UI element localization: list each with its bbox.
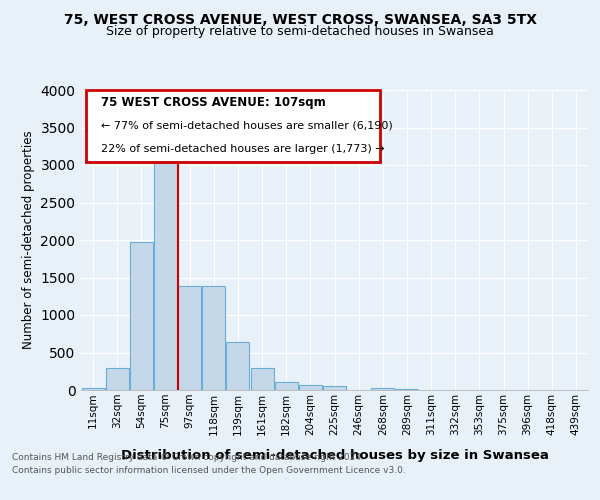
FancyBboxPatch shape xyxy=(86,90,380,162)
Bar xyxy=(202,286,225,390)
Text: Size of property relative to semi-detached houses in Swansea: Size of property relative to semi-detach… xyxy=(106,25,494,38)
Text: Contains public sector information licensed under the Open Government Licence v3: Contains public sector information licen… xyxy=(12,466,406,475)
Bar xyxy=(299,385,322,390)
Text: 75 WEST CROSS AVENUE: 107sqm: 75 WEST CROSS AVENUE: 107sqm xyxy=(101,96,326,109)
Text: 75, WEST CROSS AVENUE, WEST CROSS, SWANSEA, SA3 5TX: 75, WEST CROSS AVENUE, WEST CROSS, SWANS… xyxy=(64,12,536,26)
X-axis label: Distribution of semi-detached houses by size in Swansea: Distribution of semi-detached houses by … xyxy=(121,449,548,462)
Bar xyxy=(275,382,298,390)
Bar xyxy=(154,154,177,390)
Bar xyxy=(82,388,104,390)
Text: ← 77% of semi-detached houses are smaller (6,190): ← 77% of semi-detached houses are smalle… xyxy=(101,120,393,130)
Text: 22% of semi-detached houses are larger (1,773) →: 22% of semi-detached houses are larger (… xyxy=(101,144,385,154)
Bar xyxy=(178,286,201,390)
Y-axis label: Number of semi-detached properties: Number of semi-detached properties xyxy=(22,130,35,350)
Bar xyxy=(323,386,346,390)
Bar xyxy=(395,389,418,390)
Bar xyxy=(251,368,274,390)
Bar xyxy=(106,368,128,390)
Text: Contains HM Land Registry data © Crown copyright and database right 2024.: Contains HM Land Registry data © Crown c… xyxy=(12,452,364,462)
Bar xyxy=(371,388,394,390)
Bar xyxy=(130,242,153,390)
Bar xyxy=(226,342,250,390)
